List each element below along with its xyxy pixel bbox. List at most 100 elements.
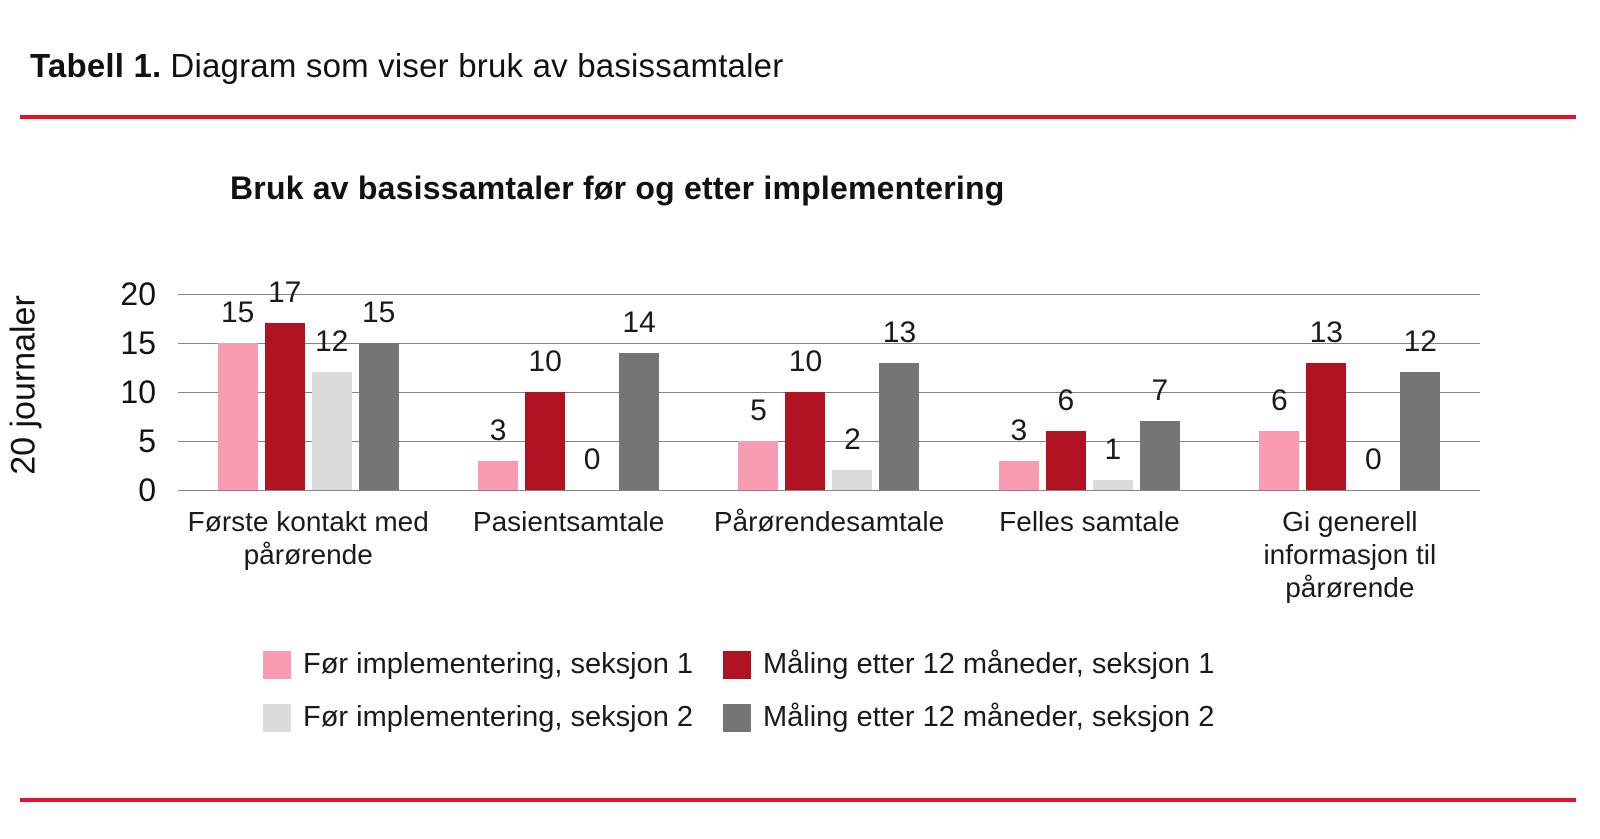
legend-label: Måling etter 12 måneder, seksjon 2 [763,701,1215,733]
legend-swatch-icon [723,650,751,679]
page-title-prefix: Tabell 1. [30,47,162,84]
legend-label: Måling etter 12 måneder, seksjon 1 [763,648,1215,680]
legend-item-2: Måling etter 12 måneder, seksjon 1 [723,648,1214,681]
bar-slot-s3-c1: 12 [311,294,352,490]
bar-slot-s2-c4: 6 [1045,294,1086,490]
y-tick-label-5: 5 [138,423,156,459]
x-category-label-4: Felles samtale [999,506,1180,537]
bar-s1-c4 [998,460,1039,490]
bar-slot-s4-c5: 12 [1400,294,1441,490]
bar-value-label: 13 [882,315,917,349]
bar-s4-c3 [879,362,920,490]
bar-s4-c4 [1139,421,1180,490]
legend-swatch-icon [263,703,291,732]
bar-group-2: 3 10 0 14 [438,294,698,490]
gridline-y-0 [178,489,1480,491]
bar-group-5: 6 13 0 12 [1220,294,1480,490]
bar-slot-s4-c1: 15 [358,294,399,490]
bar-slot-s2-c5: 13 [1306,294,1347,490]
bar-s1-c5 [1259,431,1300,490]
bar-value-label: 2 [844,423,861,457]
bar-s3-c1 [311,372,352,490]
legend-label: Før implementering, seksjon 2 [303,701,694,733]
x-category-label-5: Gi generell informasjon til pårørende [1263,506,1437,603]
bar-slot-s3-c2: 0 [572,294,612,490]
gridline-y-10 [178,391,1480,393]
plot-area: 15 17 12 15 3 10 0 14 5 10 2 13 3 6 1 7 6 13 0 12 [178,277,1480,491]
y-tick-label-15: 15 [120,325,156,361]
bar-slot-s1-c3: 5 [738,294,779,490]
bar-slot-s2-c2: 10 [525,294,566,490]
y-tick-label-0: 0 [138,472,156,508]
bar-slot-s4-c2: 14 [619,294,660,490]
bar-value-label: 7 [1151,374,1169,408]
bar-slot-s1-c5: 6 [1259,294,1300,490]
chart-title: Bruk av basissamtaler før og etter imple… [230,170,1005,206]
bar-s4-c2 [619,352,660,490]
bar-value-label: 10 [528,345,562,378]
x-category-label-2: Pasientsamtale [472,506,665,537]
bar-value-label: 15 [362,296,396,329]
bar-value-label: 0 [1364,443,1382,476]
legend-item-3: Før implementering, seksjon 2 [263,701,723,734]
bar-value-label: 0 [583,443,601,476]
bar-s2-c4 [1045,431,1086,490]
bar-slot-s1-c1: 15 [217,294,258,490]
bar-value-label: 14 [622,305,656,339]
bar-value-label: 10 [788,345,823,378]
page-title: Tabell 1. Diagram som viser bruk av basis… [30,46,783,86]
bar-slot-s1-c4: 3 [998,294,1039,490]
bar-value-label: 6 [1057,384,1075,418]
bar-value-label: 12 [1403,325,1437,359]
bar-s2-c3 [785,392,826,490]
bar-value-label: 15 [221,296,255,329]
chart-legend: Før implementering, seksjon 1 Måling ette… [263,648,1214,734]
x-category-label-1: Første kontakt med pårørende [187,506,429,570]
legend-swatch-icon [263,650,291,679]
bar-s1-c1 [217,343,258,490]
bar-value-label: 5 [750,394,767,427]
y-tick-label-20: 20 [120,276,156,312]
legend-item-1: Før implementering, seksjon 1 [263,648,723,681]
bar-s1-c3 [738,441,779,490]
bar-slot-s4-c3: 13 [879,294,920,490]
gridline-y-15 [178,342,1480,344]
y-axis-title: 20 journaler [4,295,43,475]
bar-s3-c3 [832,470,873,490]
gridline-y-20 [178,293,1480,295]
x-axis-labels: Første kontakt med pårørende Pasientsamta… [178,505,1480,604]
legend-swatch-icon [723,703,751,732]
bar-slot-s4-c4: 7 [1139,294,1180,490]
bar-slot-s1-c2: 3 [478,294,519,490]
bar-s2-c1 [264,323,305,490]
bar-value-label: 3 [1010,413,1028,447]
y-tick-label-10: 10 [120,374,156,410]
legend-item-4: Måling etter 12 måneder, seksjon 2 [723,701,1214,734]
gridline-y-5 [178,440,1480,442]
page-title-text: Diagram som viser bruk av basissamtaler [170,47,784,84]
bar-slot-s2-c1: 17 [264,277,305,490]
bar-slot-s3-c5: 0 [1353,294,1393,490]
bar-s1-c2 [478,460,519,490]
bar-s3-c4 [1092,480,1133,490]
bar-slot-s3-c4: 1 [1092,294,1133,490]
bar-value-label: 17 [268,276,302,310]
bar-slot-s2-c3: 10 [785,294,826,490]
bar-group-1: 15 17 12 15 [178,277,438,490]
bar-value-label: 6 [1270,384,1288,418]
bar-value-label: 13 [1309,315,1343,349]
top-divider-rule [20,115,1576,119]
bar-s4-c5 [1400,372,1441,490]
bar-value-label: 3 [489,413,507,447]
bar-group-3: 5 10 2 13 [699,294,959,490]
bar-s2-c5 [1306,362,1347,490]
legend-label: Før implementering, seksjon 1 [303,648,694,680]
bar-value-label: 1 [1104,433,1122,467]
x-category-label-3: Pårørendesamtale [713,506,945,537]
bar-s2-c2 [525,392,566,490]
bar-s4-c1 [358,343,399,490]
bar-value-label: 12 [315,325,349,359]
bar-slot-s3-c3: 2 [832,294,873,490]
